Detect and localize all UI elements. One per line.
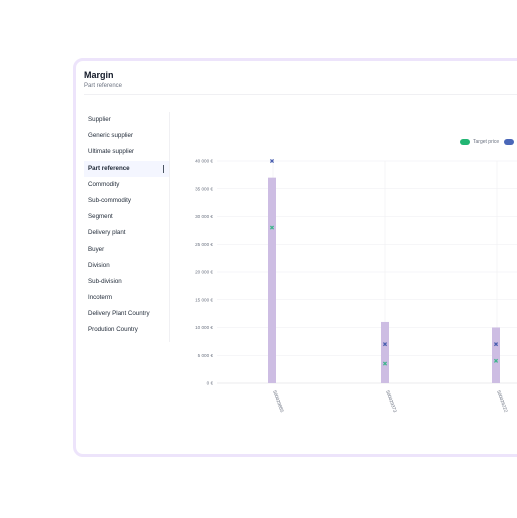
dimension-item-commodity[interactable]: Commodity xyxy=(88,180,120,188)
y-tick-label: 25 000 € xyxy=(195,242,213,247)
card-title: Margin xyxy=(84,70,114,80)
second-series-marker xyxy=(382,342,388,347)
margin-chart: 0 € 5 000 € 10 000 € 15 000 € 20 000 € 25 000… xyxy=(195,158,517,414)
dimension-item-incoterm[interactable]: Incoterm xyxy=(88,294,113,302)
dimension-item-segment[interactable]: Segment xyxy=(88,213,113,221)
margin-card: Margin Part reference Supplier Generic s… xyxy=(73,58,517,457)
y-tick-label: 15 000 € xyxy=(195,297,213,302)
target-price-legend-label: Target price xyxy=(473,139,500,145)
x-tick-label: 500029373 xyxy=(385,390,398,414)
margin-bar xyxy=(268,177,276,383)
second-series-legend-swatch[interactable] xyxy=(504,139,515,145)
chart-legend: Target price xyxy=(460,139,517,145)
dimension-list: Supplier Generic supplier Ultimate suppl… xyxy=(84,112,169,339)
y-tick-label: 40 000 € xyxy=(195,159,213,164)
dimension-item-buyer[interactable]: Buyer xyxy=(88,245,105,253)
second-series-marker xyxy=(269,158,275,164)
second-series-marker xyxy=(493,342,499,347)
y-tick-label: 35 000 € xyxy=(195,186,213,191)
y-tick-label: 10 000 € xyxy=(195,325,213,330)
dimension-item-sub-division[interactable]: Sub-division xyxy=(88,277,122,285)
y-tick-label: 20 000 € xyxy=(195,270,213,275)
y-tick-label: 0 € xyxy=(207,381,214,386)
target-price-marker xyxy=(269,225,275,230)
header-divider xyxy=(84,94,517,95)
target-price-legend-swatch[interactable] xyxy=(460,139,470,145)
y-tick-label: 30 000 € xyxy=(195,214,213,219)
dimension-item-delivery-plant-country[interactable]: Delivery Plant Country xyxy=(88,310,150,318)
dimension-item-ultimate-supplier[interactable]: Ultimate supplier xyxy=(88,148,135,156)
x-tick-label: 500026222 xyxy=(496,390,509,414)
dimension-item-supplier[interactable]: Supplier xyxy=(88,116,111,123)
card-subtitle: Part reference xyxy=(84,83,123,89)
margin-bar xyxy=(492,327,500,383)
dimension-item-division[interactable]: Division xyxy=(88,261,110,269)
dimension-item-sub-commodity[interactable]: Sub-commodity xyxy=(88,196,131,204)
dimension-item-delivery-plant[interactable]: Delivery plant xyxy=(88,229,126,237)
dimension-item-part-reference[interactable]: Part reference xyxy=(84,160,169,177)
dimension-item-generic-supplier[interactable]: Generic supplier xyxy=(88,132,134,140)
dimension-item-production-country[interactable]: Prodution Country xyxy=(88,326,138,334)
margin-bar xyxy=(381,321,389,383)
target-price-marker xyxy=(382,361,388,366)
x-tick-label: 500029885 xyxy=(272,390,285,414)
target-price-marker xyxy=(493,358,499,363)
y-tick-label: 5 000 € xyxy=(198,353,214,358)
sidebar-divider xyxy=(169,112,170,342)
